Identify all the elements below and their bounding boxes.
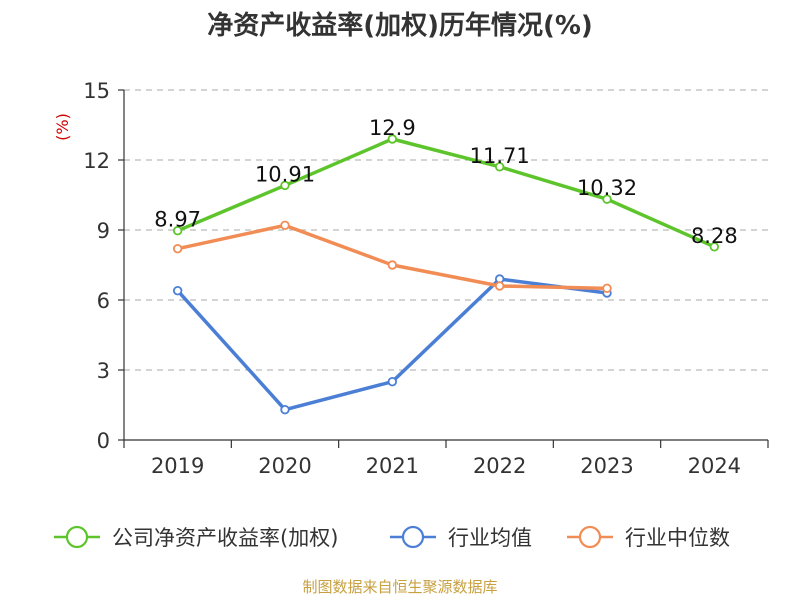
legend-marker <box>401 525 425 549</box>
y-tick-label: 3 <box>97 359 110 383</box>
y-tick-label: 15 <box>83 79 110 103</box>
data-point <box>494 162 505 172</box>
data-label: 12.9 <box>369 116 416 140</box>
data-point <box>387 376 398 387</box>
data-point <box>172 243 183 254</box>
series-lines <box>172 134 720 415</box>
legend-label: 公司净资产收益率(加权) <box>112 526 338 550</box>
data-point <box>280 220 290 231</box>
legend-label: 行业均值 <box>448 526 532 550</box>
series-line <box>176 277 608 412</box>
y-axis-label: (%) <box>53 113 72 141</box>
x-tick-label: 2021 <box>366 454 419 478</box>
data-point <box>172 225 183 236</box>
legend-marker <box>578 525 602 549</box>
data-label: 10.91 <box>255 162 315 186</box>
legend-label: 行业中位数 <box>625 526 730 550</box>
data-point <box>280 180 290 191</box>
legend-marker <box>65 525 89 549</box>
data-point <box>602 194 612 204</box>
grid-lines <box>124 89 768 371</box>
x-tick-label: 2023 <box>580 454 633 478</box>
y-tick-label: 9 <box>97 219 110 243</box>
y-tick-label: 0 <box>97 429 110 453</box>
y-tick-label: 6 <box>97 289 110 313</box>
data-point <box>387 134 398 144</box>
series-line <box>176 137 716 249</box>
data-point <box>280 404 290 415</box>
chart-title: 净资产收益率(加权)历年情况(%) <box>207 10 593 41</box>
y-tick-label: 12 <box>83 149 110 173</box>
data-label: 10.32 <box>577 176 637 200</box>
legend: 公司净资产收益率(加权) 行业均值 行业中位数 <box>54 525 730 550</box>
axes: 0 3 6 9 12 15 2019 2020 2021 2022 2023 2024 <box>83 79 769 478</box>
data-point <box>602 283 612 294</box>
data-labels: 8.97 10.91 12.9 11.71 10.32 8.28 <box>154 116 737 248</box>
series-line <box>177 223 608 291</box>
data-label: 11.71 <box>470 144 530 168</box>
x-tick-label: 2020 <box>258 454 311 478</box>
data-point <box>494 281 505 291</box>
data-point <box>172 285 183 296</box>
x-tick-label: 2019 <box>151 454 204 478</box>
data-label: 8.28 <box>691 224 738 248</box>
data-label: 8.97 <box>154 208 201 232</box>
x-tick-label: 2022 <box>473 454 526 478</box>
data-point <box>387 260 398 270</box>
data-point <box>709 242 720 252</box>
source-note: 制图数据来自恒生聚源数据库 <box>302 578 497 596</box>
x-tick-label: 2024 <box>688 454 741 478</box>
